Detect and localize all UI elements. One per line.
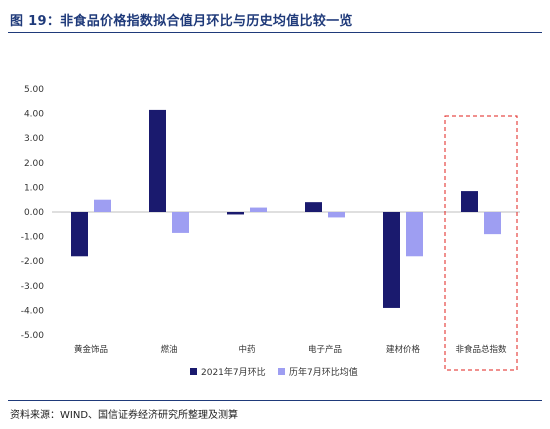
legend: 2021年7月环比 历年7月环比均值 (190, 366, 358, 378)
x-category-label: 燃油 (160, 344, 177, 355)
y-tick-label: 3.00 (24, 134, 44, 144)
y-tick-label: 0.00 (24, 208, 44, 218)
y-tick-label: 1.00 (24, 183, 44, 193)
bar-chart: 5.00 4.00 3.00 2.00 1.00 0.00 -1.00 -2.00 -3.00 -… (21, 85, 520, 378)
y-tick-label: -2.00 (21, 257, 45, 267)
x-category-label: 中药 (238, 344, 255, 355)
x-category-label: 非食品总指数 (455, 344, 507, 355)
y-tick-label: -1.00 (21, 233, 45, 243)
y-tick-label: 4.00 (24, 110, 44, 120)
y-tick-label: 2.00 (24, 159, 44, 169)
x-category-label: 电子产品 (308, 344, 342, 355)
bar-series-2 (250, 207, 267, 212)
bar-series-1 (149, 109, 166, 212)
bar-layer (71, 109, 501, 308)
source-bar: 资料来源：WIND、国信证券经济研究所整理及测算 (8, 400, 542, 421)
y-tick-label: -3.00 (21, 282, 45, 292)
bar-series-1 (227, 212, 244, 215)
chart-container: 5.00 4.00 3.00 2.00 1.00 0.00 -1.00 -2.00 -3.00 -… (0, 34, 550, 394)
bar-series-1 (383, 212, 400, 308)
y-tick-label: 5.00 (24, 85, 44, 95)
bar-series-1 (461, 191, 478, 212)
bar-series-2 (484, 212, 501, 235)
bar-series-2 (94, 199, 111, 212)
bar-series-1 (71, 212, 88, 257)
title-bar: 图 19：非食品价格指数拟合值月环比与历史均值比较一览 (8, 6, 542, 33)
legend-label: 历年7月环比均值 (289, 366, 358, 378)
highlight-box (444, 115, 518, 371)
bar-series-2 (328, 212, 345, 218)
label-layer: 黄金饰品 燃油 中药 电子产品 建材价格 非食品总指数 (74, 115, 518, 371)
x-category-label: 黄金饰品 (74, 344, 108, 355)
source-note: 资料来源：WIND、国信证券经济研究所整理及测算 (10, 410, 239, 421)
x-category-label: 建材价格 (386, 344, 421, 355)
axis-layer: 5.00 4.00 3.00 2.00 1.00 0.00 -1.00 -2.00 -3.00 -… (21, 85, 520, 341)
y-tick-label: -4.00 (21, 306, 45, 316)
figure-title: 图 19：非食品价格指数拟合值月环比与历史均值比较一览 (10, 14, 353, 29)
bar-series-1 (305, 202, 322, 212)
legend-label: 2021年7月环比 (201, 366, 266, 378)
y-tick-label: -5.00 (21, 331, 45, 341)
bar-series-2 (172, 212, 189, 233)
legend-swatch (190, 368, 197, 375)
legend-swatch (278, 368, 285, 375)
bar-series-2 (406, 212, 423, 257)
